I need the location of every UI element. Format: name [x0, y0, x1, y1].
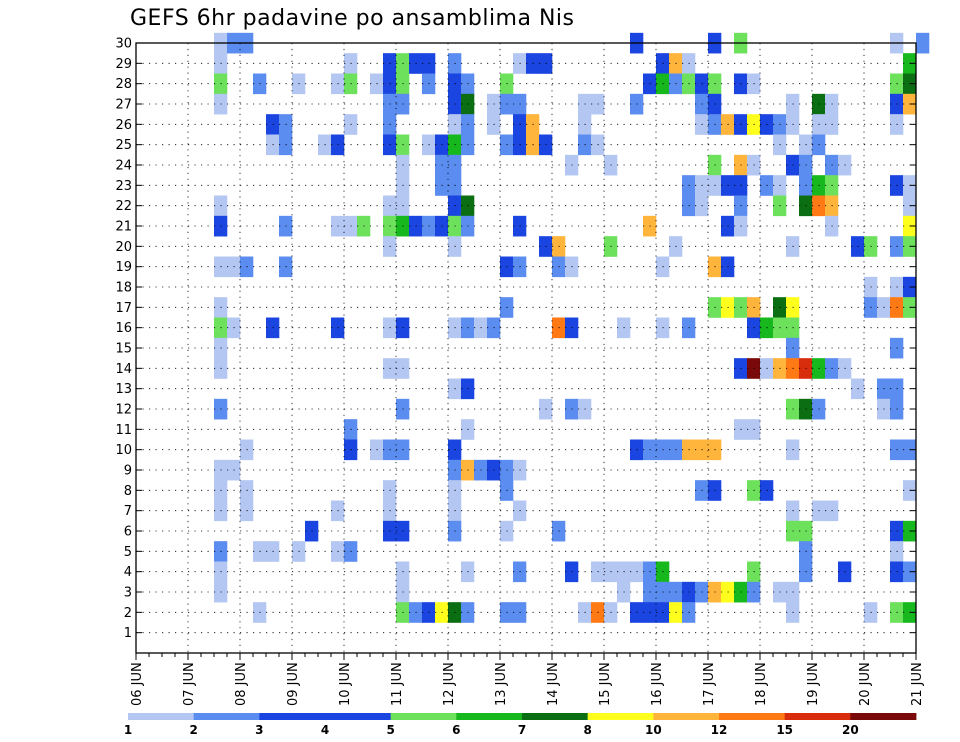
colorbar-segment — [128, 713, 195, 720]
y-tick-label: 1 — [124, 626, 132, 641]
y-tick-label: 13 — [115, 382, 132, 397]
y-tick-label: 14 — [115, 362, 132, 377]
y-tick-label: 21 — [115, 220, 132, 235]
y-tick-label: 5 — [124, 545, 132, 560]
x-tick-label: 11 JUN — [390, 662, 405, 706]
colorbar-label: 3 — [255, 723, 263, 737]
y-axis: 1234567891011121314151617181920212223242… — [115, 37, 916, 641]
x-tick-label: 15 JUN — [598, 662, 613, 706]
colorbar-label: 10 — [645, 723, 662, 737]
colorbar-label: 4 — [321, 723, 329, 737]
colorbar-label: 15 — [776, 723, 793, 737]
y-tick-label: 11 — [115, 423, 132, 438]
y-tick-label: 20 — [115, 240, 132, 255]
x-tick-label: 20 JUN — [858, 662, 873, 706]
y-tick-label: 28 — [115, 77, 132, 92]
y-tick-label: 29 — [115, 57, 132, 72]
x-axis: 06 JUN 07 JUN 08 JUN 09 JUN 10 JUN 11 JUN 12 J… — [130, 653, 925, 706]
colorbar-label: 5 — [386, 723, 394, 737]
x-tick-label: 19 JUN — [806, 662, 821, 706]
y-tick-label: 3 — [124, 586, 132, 601]
x-tick-label: 10 JUN — [338, 662, 353, 706]
colorbar-segment — [719, 713, 786, 720]
y-tick-label: 22 — [115, 199, 132, 214]
y-tick-label: 30 — [115, 37, 132, 52]
colorbar-segment — [653, 713, 720, 720]
y-tick-label: 9 — [124, 464, 132, 479]
x-tick-label: 06 JUN — [130, 662, 145, 706]
x-tick-label: 21 JUN — [910, 662, 925, 706]
heatmap-cell — [916, 32, 930, 54]
colorbar-segment — [522, 713, 589, 720]
colorbar-segment — [325, 713, 392, 720]
colorbar-segment — [390, 713, 457, 720]
y-tick-label: 23 — [115, 179, 132, 194]
y-tick-label: 18 — [115, 281, 132, 296]
colorbar-segment — [259, 713, 326, 720]
y-tick-label: 16 — [115, 321, 132, 336]
colorbar-segment — [587, 713, 654, 720]
y-tick-label: 8 — [124, 484, 132, 499]
y-tick-label: 25 — [115, 138, 132, 153]
y-tick-label: 27 — [115, 98, 132, 113]
colorbar-label: 8 — [583, 723, 591, 737]
x-tick-label: 18 JUN — [754, 662, 769, 706]
x-tick-label: 12 JUN — [442, 662, 457, 706]
x-tick-label: 16 JUN — [650, 662, 665, 706]
y-tick-label: 6 — [124, 525, 132, 540]
colorbar-label: 2 — [189, 723, 197, 737]
colorbar: 1 2 3 4 5 6 7 8 10 12 15 20 — [124, 713, 917, 737]
y-tick-label: 26 — [115, 118, 132, 133]
colorbar-segment — [456, 713, 523, 720]
y-tick-label: 24 — [115, 159, 132, 174]
x-tick-label: 17 JUN — [702, 662, 717, 706]
y-tick-label: 17 — [115, 301, 132, 316]
colorbar-label: 7 — [518, 723, 526, 737]
colorbar-segment — [193, 713, 260, 720]
x-tick-label: 14 JUN — [546, 662, 561, 706]
colorbar-label: 20 — [842, 723, 859, 737]
colorbar-label: 6 — [452, 723, 460, 737]
grid-layer — [136, 42, 916, 653]
chart-title: GEFS 6hr padavine po ansamblima Nis — [130, 6, 575, 31]
colorbar-segment — [784, 713, 851, 720]
x-tick-label: 07 JUN — [182, 662, 197, 706]
y-tick-label: 2 — [124, 606, 132, 621]
y-tick-label: 12 — [115, 403, 132, 418]
y-tick-label: 19 — [115, 260, 132, 275]
x-tick-label: 08 JUN — [234, 662, 249, 706]
y-tick-label: 7 — [124, 504, 132, 519]
colorbar-label: 12 — [711, 723, 728, 737]
x-tick-label: 13 JUN — [494, 662, 509, 706]
x-tick-label: 09 JUN — [286, 662, 301, 706]
y-tick-label: 10 — [115, 443, 132, 458]
y-tick-label: 4 — [124, 565, 132, 580]
y-tick-label: 15 — [115, 342, 132, 357]
colorbar-segment — [850, 713, 917, 720]
colorbar-label: 1 — [124, 723, 132, 737]
